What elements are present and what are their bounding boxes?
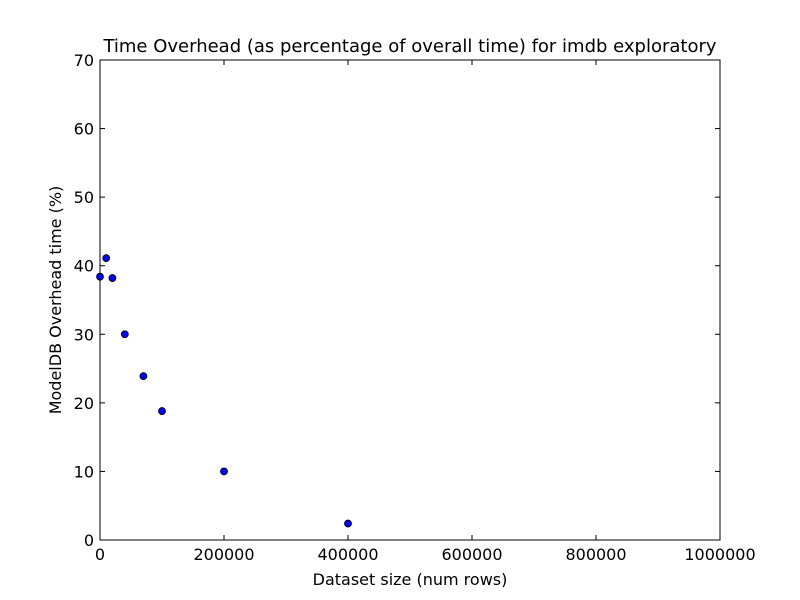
y-tick-label: 20: [74, 394, 94, 413]
data-point: [220, 467, 228, 476]
chart-title: Time Overhead (as percentage of overall …: [102, 36, 716, 57]
y-tick-label: 60: [74, 120, 94, 139]
y-tick-label: 70: [74, 51, 94, 70]
data-point: [108, 274, 117, 282]
x-axis-ticks: 0 200000 400000 600000 800000 1000000: [95, 60, 756, 564]
plot-area: 0 200000 400000 600000 800000 1000000 0 10 20 30…: [74, 51, 756, 564]
y-tick-label: 40: [74, 257, 94, 276]
x-tick-label: 1000000: [684, 545, 755, 564]
x-tick-label: 200000: [193, 545, 254, 564]
data-point: [120, 330, 129, 339]
data-point: [102, 254, 111, 263]
y-axis-ticks: 0 10 20 30 40 50 60 70: [74, 51, 720, 550]
data-point: [158, 407, 166, 415]
data-points: [96, 254, 352, 528]
x-tick-label: 0: [95, 545, 105, 564]
y-tick-label: 10: [74, 462, 94, 481]
data-point: [139, 372, 148, 381]
plot-frame: [99, 59, 721, 541]
y-tick-label: 0: [84, 531, 94, 550]
y-tick-label: 30: [74, 325, 94, 344]
x-tick-label: 600000: [441, 545, 502, 564]
x-tick-label: 400000: [317, 545, 378, 564]
y-tick-label: 50: [74, 188, 94, 207]
y-axis-label: ModelDB Overhead time (%): [46, 186, 65, 415]
data-point: [344, 519, 352, 528]
data-point: [96, 272, 104, 281]
x-axis-label: Dataset size (num rows): [313, 570, 508, 589]
x-tick-label: 800000: [565, 545, 626, 564]
